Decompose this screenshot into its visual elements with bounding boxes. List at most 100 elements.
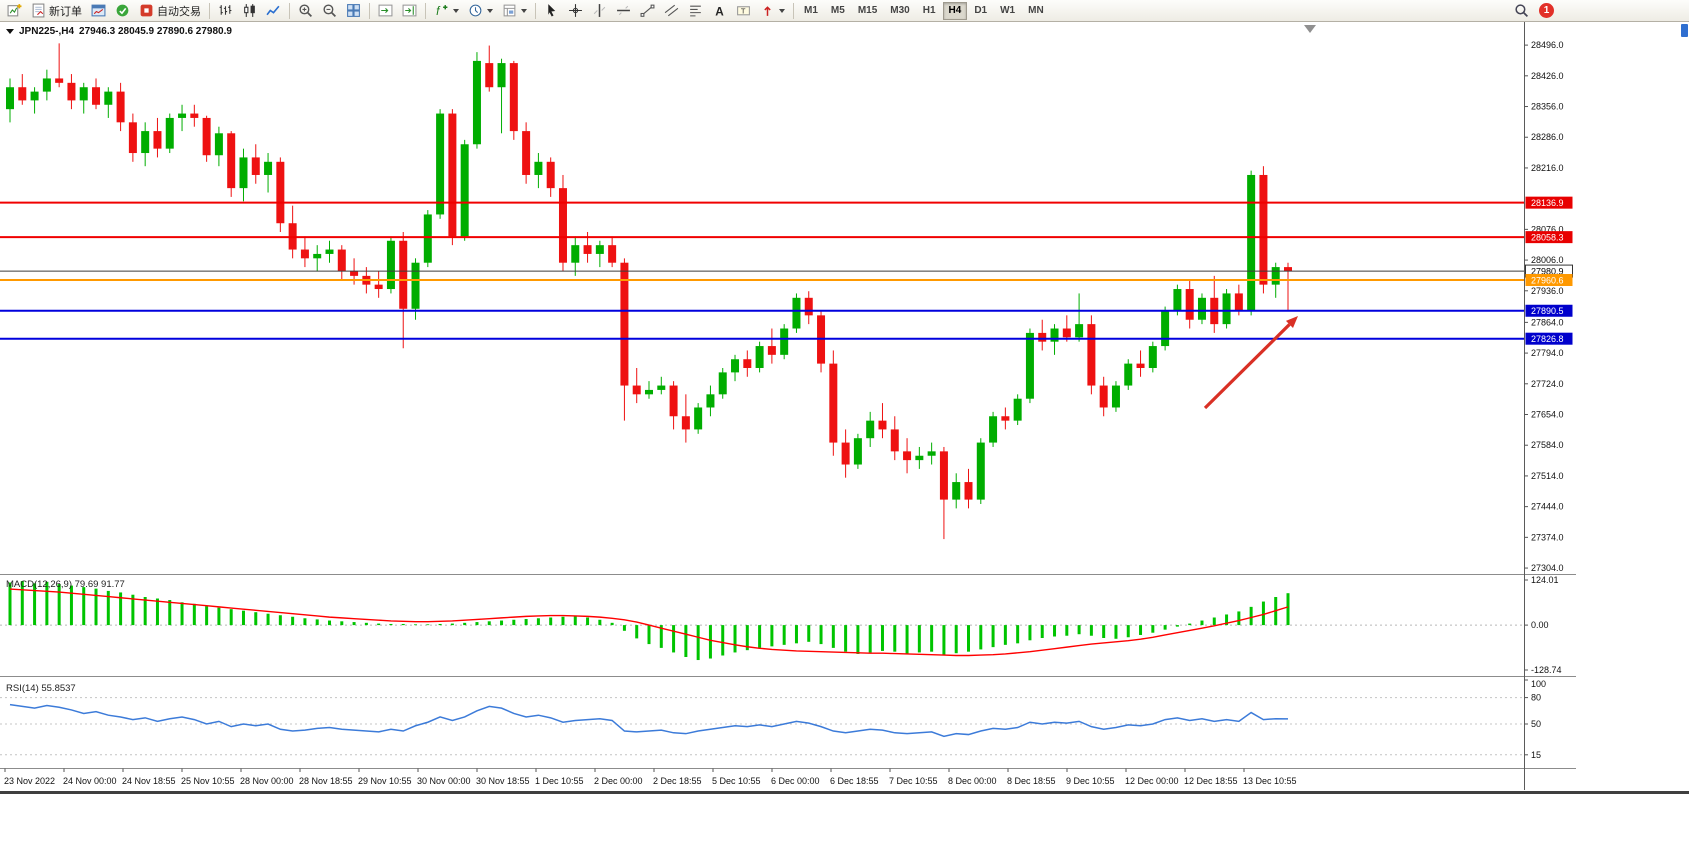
svg-text:27890.5: 27890.5 (1531, 306, 1564, 316)
svg-text:27826.8: 27826.8 (1531, 334, 1564, 344)
cursor-button[interactable] (540, 1, 563, 21)
chart-shift-marker[interactable] (1304, 25, 1316, 33)
symbol-period-label: JPN225-,H4 (19, 26, 75, 37)
price-axis[interactable] (1524, 22, 1576, 768)
arrows-icon (764, 6, 771, 16)
collapse-icon[interactable] (6, 29, 14, 34)
time-axis[interactable] (0, 769, 1524, 790)
periods-icon (469, 4, 482, 17)
channel-button[interactable] (660, 1, 683, 21)
timeframe-h1-button[interactable]: H1 (917, 2, 942, 20)
timeframe-m30-button[interactable]: M30 (884, 2, 915, 20)
chevron-down-icon (779, 8, 785, 13)
svg-text:6 Dec 00:00: 6 Dec 00:00 (771, 776, 820, 786)
zoom-out-button[interactable] (318, 1, 341, 21)
svg-text:2 Dec 00:00: 2 Dec 00:00 (594, 776, 643, 786)
svg-text:27584.0: 27584.0 (1531, 440, 1564, 450)
toolbar-separator (793, 2, 794, 19)
tile-windows-button[interactable] (342, 1, 365, 21)
search-button[interactable] (1510, 1, 1533, 21)
vertical-line-button[interactable] (588, 1, 611, 21)
vertical-scrollbar[interactable] (1681, 24, 1688, 790)
svg-text:30 Nov 18:55: 30 Nov 18:55 (476, 776, 530, 786)
timeframe-w1-button[interactable]: W1 (994, 2, 1021, 20)
chevron-down-icon (521, 8, 527, 13)
chart-shift-button[interactable] (398, 1, 421, 21)
chevron-down-icon (453, 8, 459, 13)
price-label-27826.8: 27826.8 (1525, 332, 1573, 345)
channel-icon (664, 4, 679, 17)
svg-text:9 Dec 10:55: 9 Dec 10:55 (1066, 776, 1115, 786)
price-label-27960.6: 27960.6 (1525, 273, 1573, 286)
svg-text:28356.0: 28356.0 (1531, 102, 1564, 112)
crosshair-icon (569, 4, 582, 17)
trendline-button[interactable] (636, 1, 659, 21)
indicators-button[interactable]: f (430, 1, 463, 21)
svg-text:12 Dec 18:55: 12 Dec 18:55 (1184, 776, 1238, 786)
svg-text:29 Nov 10:55: 29 Nov 10:55 (358, 776, 412, 786)
svg-text:28006.0: 28006.0 (1531, 255, 1564, 265)
fibonacci-button[interactable] (684, 1, 707, 21)
svg-text:28 Nov 18:55: 28 Nov 18:55 (299, 776, 353, 786)
svg-text:8 Dec 00:00: 8 Dec 00:00 (948, 776, 997, 786)
svg-text:8 Dec 18:55: 8 Dec 18:55 (1007, 776, 1056, 786)
notification-badge[interactable]: 1 (1539, 3, 1554, 18)
svg-text:27514.0: 27514.0 (1531, 471, 1564, 481)
svg-text:23 Nov 2022: 23 Nov 2022 (4, 776, 55, 786)
svg-text:-128.74: -128.74 (1531, 665, 1562, 675)
new-order-icon (32, 3, 45, 18)
candles-chart-button[interactable] (238, 1, 261, 21)
horizontal-line-button[interactable] (612, 1, 635, 21)
templates-button[interactable] (498, 1, 531, 21)
fibonacci-icon (690, 5, 701, 17)
autotrading-icon (140, 4, 153, 17)
arrow-annotation[interactable] (1203, 316, 1298, 410)
text-button[interactable]: A (708, 1, 731, 21)
chart-canvas[interactable]: 28496.0 28426.0 28356.0 28286.0 28216.0 28076… (0, 22, 1689, 797)
time-scale[interactable]: 23 Nov 2022 24 Nov 00:00 24 Nov 18:55 25 No… (4, 768, 1297, 787)
bars-chart-button[interactable] (214, 1, 237, 21)
timeframe-h4-button[interactable]: H4 (942, 1, 968, 20)
autotrading-button[interactable]: 自动交易 (135, 1, 205, 21)
svg-text:12 Dec 00:00: 12 Dec 00:00 (1125, 776, 1179, 786)
candles-chart-icon (244, 4, 255, 17)
price-scale[interactable]: 28496.0 28426.0 28356.0 28286.0 28216.0 28076… (1524, 40, 1564, 573)
svg-text:124.01: 124.01 (1531, 575, 1559, 585)
svg-text:27936.0: 27936.0 (1531, 286, 1564, 296)
auto-scroll-button[interactable] (374, 1, 397, 21)
new-order-button[interactable]: 新订单 (27, 1, 86, 21)
timeframe-m5-button[interactable]: M5 (825, 2, 851, 20)
svg-text:27980.9: 27980.9 (1531, 267, 1564, 277)
new-chart-button[interactable] (3, 1, 26, 21)
horizontal-level-lines (0, 201, 1524, 340)
new-chart-icon (7, 4, 22, 17)
text-label-button[interactable]: T (732, 1, 755, 21)
svg-text:27444.0: 27444.0 (1531, 502, 1564, 512)
svg-text:25 Nov 10:55: 25 Nov 10:55 (181, 776, 235, 786)
macd-scale[interactable]: 124.01 0.00 -128.74 (1524, 575, 1562, 675)
timeframe-d1-button[interactable]: D1 (968, 2, 993, 20)
zoom-in-button[interactable] (294, 1, 317, 21)
svg-text:27304.0: 27304.0 (1531, 563, 1564, 573)
mql5-community-button[interactable] (111, 1, 134, 21)
scrollbar-thumb[interactable] (1681, 24, 1688, 37)
timeframe-mn-button[interactable]: MN (1022, 2, 1050, 20)
svg-text:15: 15 (1531, 750, 1541, 760)
periods-button[interactable] (464, 1, 497, 21)
chart-windows-button[interactable] (87, 1, 110, 21)
crosshair-button[interactable] (564, 1, 587, 21)
rsi-scale[interactable]: 100 80 50 15 (1524, 679, 1546, 760)
timeframe-m1-button[interactable]: M1 (798, 2, 824, 20)
macd-indicator-label: MACD(12,26,9) 79.69 91.77 (6, 579, 125, 590)
arrows-button[interactable] (756, 1, 789, 21)
svg-text:27724.0: 27724.0 (1531, 379, 1564, 389)
macd-signal-line (9, 588, 1289, 657)
price-label-28136.9: 28136.9 (1525, 196, 1573, 209)
toolbar-separator (209, 2, 210, 19)
templates-icon (503, 4, 516, 17)
timeframe-m15-button[interactable]: M15 (852, 2, 883, 20)
line-chart-button[interactable] (262, 1, 285, 21)
rsi-indicator-label: RSI(14) 55.8537 (6, 683, 76, 694)
svg-text:28496.0: 28496.0 (1531, 40, 1564, 50)
